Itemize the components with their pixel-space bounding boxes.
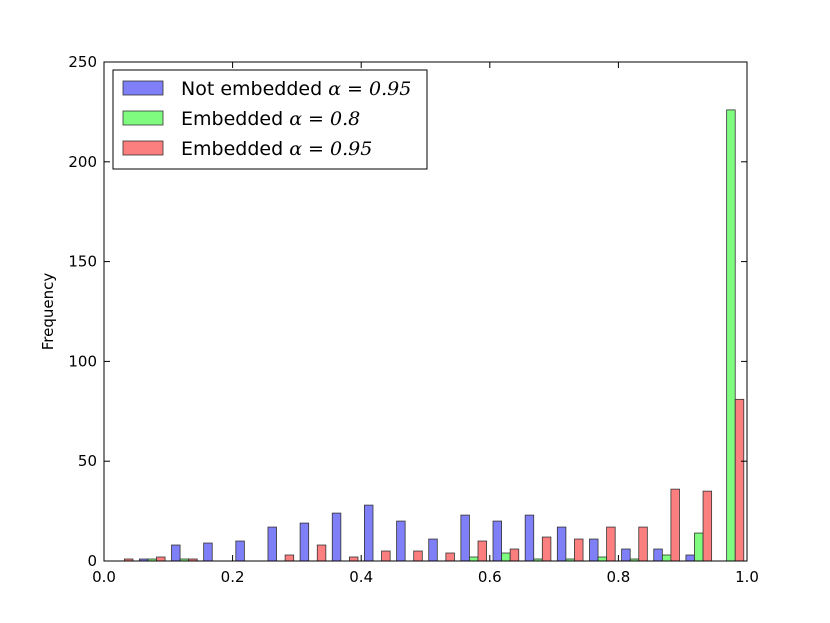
- legend-swatch: [122, 80, 164, 96]
- bar-series-0-bin-2: [171, 544, 181, 562]
- x-tick-label: 0.8: [606, 568, 630, 586]
- bar-series-1-bin-18: [694, 532, 704, 562]
- bar-series-1-bin-12: [501, 552, 511, 562]
- bar-series-0-bin-13: [524, 514, 535, 562]
- legend: Not embedded α = 0.95 Embedded α = 0.8 Emb…: [112, 69, 428, 170]
- y-axis-label: Frequency: [39, 273, 57, 351]
- y-tick-label: 250: [68, 53, 97, 71]
- y-tick-label: 50: [78, 452, 97, 470]
- bar-series-0-bin-9: [396, 520, 406, 562]
- legend-label: Not embedded α = 0.95: [181, 78, 411, 100]
- bar-series-1-bin-17: [661, 554, 672, 562]
- ticks-group: 0.0 0.2 0.4 0.6 0.8 1.0 0 50 100 150 200 250: [68, 53, 759, 586]
- bars-group: [123, 109, 745, 562]
- plot-frame: [103, 61, 748, 562]
- bar-series-2-bin-13: [541, 536, 552, 562]
- bar-series-0-bin-10: [428, 538, 438, 562]
- y-tick-label: 100: [68, 352, 97, 370]
- bar-series-0-bin-15: [589, 538, 599, 562]
- bar-series-2-bin-16: [638, 526, 648, 562]
- bar-series-0-bin-17: [653, 548, 663, 562]
- bar-series-0-bin-8: [364, 504, 374, 562]
- bar-series-2-bin-11: [477, 540, 487, 562]
- legend-swatch: [122, 140, 164, 156]
- bar-series-2-bin-12: [509, 548, 520, 562]
- bar-series-2-bin-10: [445, 552, 455, 562]
- x-tick-label: 0.4: [349, 568, 373, 586]
- x-tick-label: 0.6: [478, 568, 502, 586]
- bar-series-0-bin-3: [203, 542, 213, 562]
- x-tick-label: 1.0: [735, 568, 759, 586]
- bar-series-1-bin-19: [726, 109, 736, 562]
- x-tick-label: 0.2: [221, 568, 245, 586]
- bar-series-2-bin-8: [381, 550, 391, 562]
- bar-series-0-bin-16: [621, 548, 631, 562]
- legend-box: [112, 69, 428, 170]
- bar-series-1-bin-11: [469, 556, 479, 562]
- legend-swatch: [122, 110, 164, 126]
- y-tick-label: 200: [68, 153, 97, 171]
- legend-label: Embedded α = 0.95: [181, 138, 372, 160]
- y-tick-label: 0: [87, 552, 97, 570]
- bar-series-0-bin-14: [556, 526, 567, 562]
- bar-series-2-bin-5: [284, 554, 295, 562]
- bar-series-0-bin-7: [331, 512, 342, 562]
- bar-series-2-bin-18: [702, 490, 713, 562]
- bar-series-0-bin-11: [460, 514, 470, 562]
- bar-series-2-bin-1: [156, 556, 166, 562]
- x-tick-label: 0.0: [92, 568, 116, 586]
- bar-series-2-bin-14: [574, 538, 584, 562]
- bar-series-2-bin-19: [734, 398, 745, 562]
- y-tick-label: 150: [68, 253, 97, 271]
- bar-series-2-bin-15: [606, 526, 616, 562]
- bar-series-2-bin-7: [349, 556, 359, 562]
- bar-series-0-bin-12: [492, 520, 502, 562]
- bar-series-0-bin-18: [685, 554, 695, 562]
- bar-series-0-bin-4: [235, 540, 245, 562]
- bar-series-0-bin-5: [267, 526, 277, 562]
- bar-series-0-bin-6: [299, 522, 310, 562]
- legend-label: Embedded α = 0.8: [181, 108, 360, 130]
- bar-series-2-bin-6: [316, 544, 327, 562]
- bar-series-1-bin-15: [597, 556, 608, 562]
- bar-series-2-bin-17: [670, 488, 680, 562]
- bar-series-2-bin-9: [413, 550, 423, 562]
